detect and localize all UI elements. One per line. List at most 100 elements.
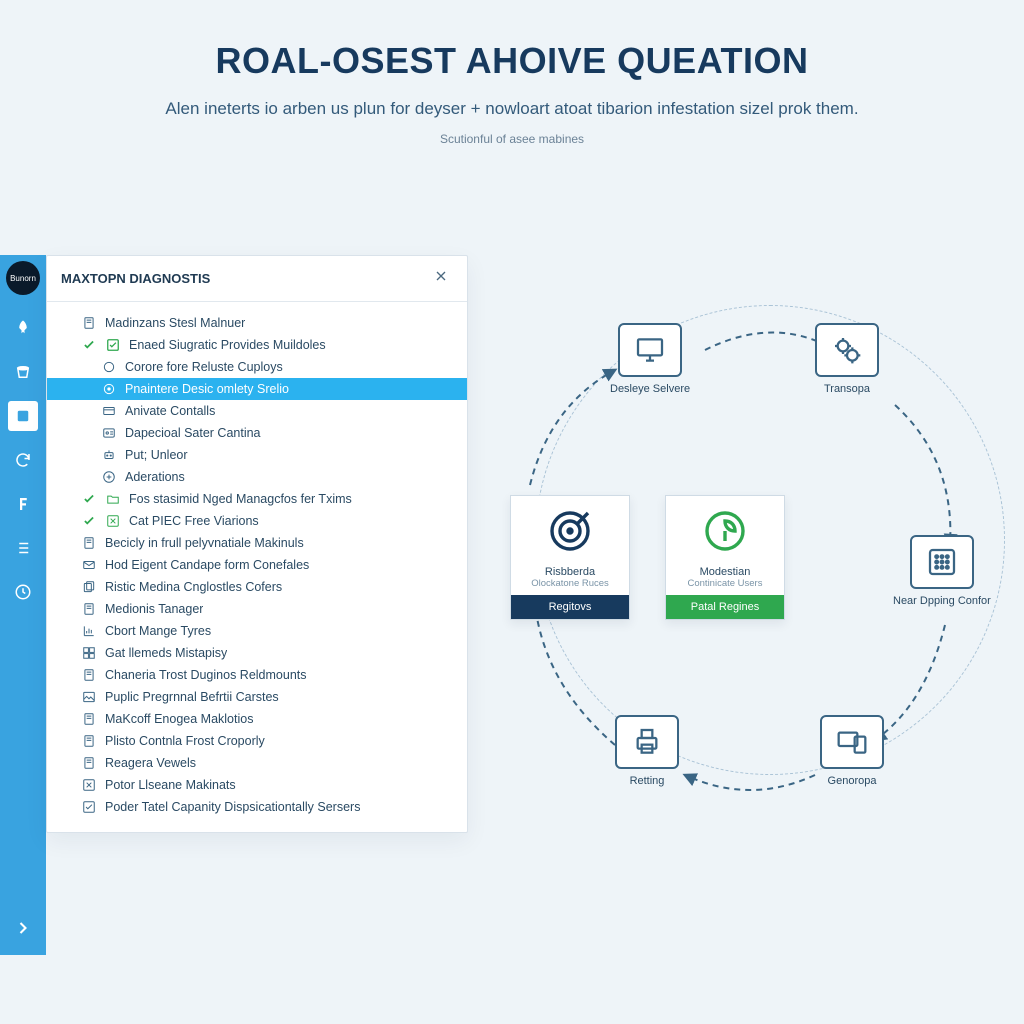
- feature-card-b[interactable]: ModestianContinicate UsersPatal Regines: [665, 495, 785, 620]
- page-icon: [81, 535, 97, 551]
- tree-row-label: Pnaintere Desic omlety Srelio: [125, 382, 289, 396]
- tree-row[interactable]: Poder Tatel Capanity Dispsicationtally S…: [47, 796, 467, 818]
- tree-row[interactable]: Hod Eigent Candape form Conefales: [47, 554, 467, 576]
- leaf-icon: [666, 496, 784, 566]
- diagram-node-label: Genoropa: [820, 775, 884, 787]
- card-button[interactable]: Regitovs: [511, 595, 629, 619]
- card-title: Modestian: [666, 566, 784, 578]
- tree-row-label: Cat PIEC Free Viarions: [129, 514, 259, 528]
- sidebar-expand-button[interactable]: [8, 913, 38, 943]
- tree-row[interactable]: Cbort Mange Tyres: [47, 620, 467, 642]
- printer-icon: [615, 715, 679, 769]
- cycle-diagram: Desleye Selvere Transopa Near Dpping Con…: [495, 295, 1005, 855]
- diagram-node-label: Transopa: [815, 383, 879, 395]
- tree-row[interactable]: Enaed Siugratic Provides Muildoles: [47, 334, 467, 356]
- tree-row-label: Puplic Pregrnnal Befrtii Carstes: [105, 690, 279, 704]
- tree-row-label: Potor Llseane Makinats: [105, 778, 236, 792]
- panel-title: MAXTOPN DIAGNOSTIS: [61, 271, 210, 286]
- tree-row[interactable]: Pnaintere Desic omlety Srelio: [47, 378, 467, 400]
- monitor-icon: [618, 323, 682, 377]
- plus-icon: [101, 469, 117, 485]
- tree-row[interactable]: Dapecioal Sater Cantina: [47, 422, 467, 444]
- tree-row[interactable]: Chaneria Trost Duginos Reldmounts: [47, 664, 467, 686]
- diagram-node-label: Near Dpping Confor: [893, 595, 991, 607]
- tree-row-label: Becicly in frull pelyvnatiale Makinuls: [105, 536, 304, 550]
- tree-row-label: Enaed Siugratic Provides Muildoles: [129, 338, 326, 352]
- tree-row[interactable]: MaKcoff Enogea Maklotios: [47, 708, 467, 730]
- card-title: Risbberda: [511, 566, 629, 578]
- page-icon: [81, 755, 97, 771]
- tree-row[interactable]: Potor Llseane Makinats: [47, 774, 467, 796]
- diagnostics-panel: MAXTOPN DIAGNOSTIS Madinzans Stesl Malnu…: [46, 255, 468, 833]
- tree-row[interactable]: Becicly in frull pelyvnatiale Makinuls: [47, 532, 467, 554]
- brand-logo[interactable]: Bunorn: [6, 261, 40, 295]
- close-icon[interactable]: [429, 266, 453, 291]
- tree-row-label: Aderations: [125, 470, 185, 484]
- tree-row-label: Hod Eigent Candape form Conefales: [105, 558, 309, 572]
- panel-header: MAXTOPN DIAGNOSTIS: [47, 256, 467, 302]
- letter-f-icon[interactable]: [8, 489, 38, 519]
- cfg-icon: [101, 381, 117, 397]
- tree-row-label: Fos stasimid Nged Managcfos fer Txims: [129, 492, 352, 506]
- card-subtitle: Olockatone Ruces: [511, 578, 629, 595]
- chart-icon: [81, 623, 97, 639]
- tree-row[interactable]: Aderations: [47, 466, 467, 488]
- diagram-node-right: Near Dpping Confor: [893, 535, 991, 607]
- rocket-icon[interactable]: [8, 313, 38, 343]
- checkbox-icon: [81, 799, 97, 815]
- card-button[interactable]: Patal Regines: [666, 595, 784, 619]
- tree-row-label: Anivate Contalls: [125, 404, 215, 418]
- check-icon: [105, 337, 121, 353]
- tree-row-label: Corore fore Reluste Cuploys: [125, 360, 283, 374]
- circle-icon: [101, 359, 117, 375]
- keypad-icon: [910, 535, 974, 589]
- tree-row-label: MaKcoff Enogea Maklotios: [105, 712, 253, 726]
- tree-row[interactable]: Cat PIEC Free Viarions: [47, 510, 467, 532]
- tree-row-label: Madinzans Stesl Malnuer: [105, 316, 245, 330]
- xbox-icon: [105, 513, 121, 529]
- refresh-icon[interactable]: [8, 445, 38, 475]
- tree-row-label: Plisto Contnla Frost Croporly: [105, 734, 265, 748]
- tree-row[interactable]: Puplic Pregrnnal Befrtii Carstes: [47, 686, 467, 708]
- tree-row[interactable]: Gat llemeds Mistapisy: [47, 642, 467, 664]
- diagram-node-label: Retting: [615, 775, 679, 787]
- tree-row[interactable]: Corore fore Reluste Cuploys: [47, 356, 467, 378]
- tree-row[interactable]: Ristic Medina Cnglostles Cofers: [47, 576, 467, 598]
- tree-row-label: Ristic Medina Cnglostles Cofers: [105, 580, 282, 594]
- devices-icon: [820, 715, 884, 769]
- bucket-icon[interactable]: [8, 357, 38, 387]
- square-icon[interactable]: [8, 401, 38, 431]
- gears-icon: [815, 323, 879, 377]
- tree-row[interactable]: Medionis Tanager: [47, 598, 467, 620]
- list-icon[interactable]: [8, 533, 38, 563]
- folder-icon: [105, 491, 121, 507]
- page-icon: [81, 315, 97, 331]
- diagram-node-bottom: Retting: [615, 715, 679, 787]
- check-icon: [81, 513, 97, 529]
- tree-row-label: Chaneria Trost Duginos Reldmounts: [105, 668, 307, 682]
- tree-row[interactable]: Fos stasimid Nged Managcfos fer Txims: [47, 488, 467, 510]
- feature-card-a[interactable]: RisbberdaOlockatone RucesRegitovs: [510, 495, 630, 620]
- card-icon: [101, 403, 117, 419]
- cards-icon: [81, 579, 97, 595]
- page-icon: [81, 667, 97, 683]
- tree-row-label: Reagera Vewels: [105, 756, 196, 770]
- tree-row[interactable]: Put; Unleor: [47, 444, 467, 466]
- page-caption: Scutionful of asee mabines: [60, 132, 964, 146]
- tree-row[interactable]: Plisto Contnla Frost Croporly: [47, 730, 467, 752]
- pict-icon: [81, 689, 97, 705]
- tree-row-label: Cbort Mange Tyres: [105, 624, 211, 638]
- page-icon: [81, 601, 97, 617]
- tree-row[interactable]: Anivate Contalls: [47, 400, 467, 422]
- tree-row[interactable]: Madinzans Stesl Malnuer: [47, 312, 467, 334]
- id-icon: [101, 425, 117, 441]
- panel-tree: Madinzans Stesl Malnuer Enaed Siugratic P…: [47, 302, 467, 832]
- sidebar-rail: Bunorn: [0, 255, 46, 955]
- diagram-node-label: Desleye Selvere: [610, 383, 690, 395]
- clock-icon[interactable]: [8, 577, 38, 607]
- diagram-node-br: Genoropa: [820, 715, 884, 787]
- tree-row-label: Put; Unleor: [125, 448, 188, 462]
- diagram-node-top: Desleye Selvere: [610, 323, 690, 395]
- tree-row-label: Dapecioal Sater Cantina: [125, 426, 261, 440]
- tree-row[interactable]: Reagera Vewels: [47, 752, 467, 774]
